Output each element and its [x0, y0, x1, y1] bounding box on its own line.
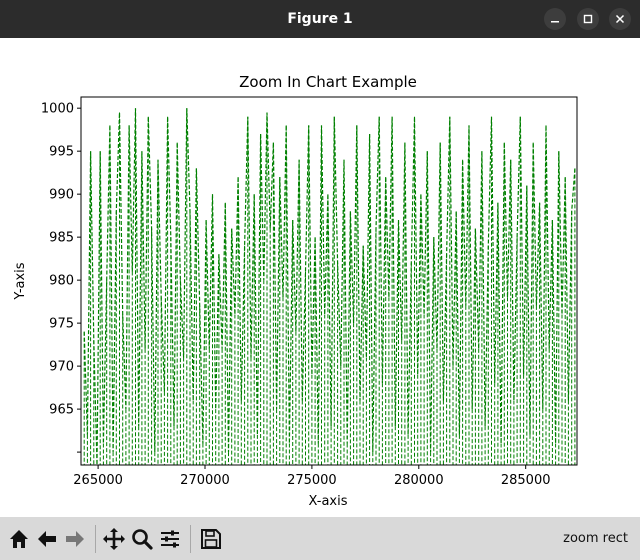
y-tick-label: 985	[49, 231, 74, 246]
close-icon	[615, 14, 625, 24]
series-line	[83, 108, 576, 465]
series-layer	[83, 108, 576, 465]
window-title: Figure 1	[287, 11, 353, 27]
maximize-icon	[583, 14, 593, 24]
toolbar-separator	[95, 525, 96, 553]
back-button[interactable]	[34, 526, 60, 552]
save-button[interactable]	[198, 526, 224, 552]
x-axis-label: X-axis	[309, 494, 348, 509]
pan-button[interactable]	[101, 526, 127, 552]
floppy-icon	[201, 529, 221, 549]
y-axis-label: Y-axis	[13, 262, 28, 300]
y-tick-label: 965	[49, 403, 74, 418]
y-tick-label: 990	[49, 188, 74, 203]
y-tick-label: 970	[49, 360, 74, 375]
x-tick-label: 285000	[501, 473, 551, 488]
sliders-icon	[161, 530, 179, 548]
x-axis: 265000 270000 275000 280000 285000	[73, 465, 551, 488]
navigation-toolbar: zoom rect	[0, 517, 640, 560]
move-icon	[103, 528, 125, 550]
y-tick-label: 1000	[41, 102, 74, 117]
arrow-left-icon	[38, 531, 56, 547]
y-tick-label: 980	[49, 274, 74, 289]
configure-subplots-button[interactable]	[157, 526, 183, 552]
home-icon	[10, 530, 28, 548]
x-tick-label: 275000	[287, 473, 337, 488]
y-tick-label: 995	[49, 145, 74, 160]
magnifier-icon	[132, 529, 153, 550]
forward-button[interactable]	[62, 526, 88, 552]
title-bar: Figure 1	[0, 0, 640, 38]
close-button[interactable]	[609, 8, 631, 30]
chart[interactable]: Zoom In Chart Example 265000 270000 275000…	[0, 38, 640, 517]
figure-canvas[interactable]: Zoom In Chart Example 265000 270000 275000…	[0, 38, 640, 517]
zoom-button[interactable]	[129, 526, 155, 552]
x-tick-label: 270000	[180, 473, 230, 488]
minimize-button[interactable]	[544, 8, 566, 30]
chart-title: Zoom In Chart Example	[239, 73, 417, 91]
x-tick-label: 280000	[394, 473, 444, 488]
y-axis: 965 970 975 980 985 990 995 1000	[41, 102, 81, 453]
toolbar-separator	[190, 525, 191, 553]
minimize-icon	[551, 21, 559, 23]
arrow-right-icon	[66, 531, 84, 547]
toolbar-status: zoom rect	[563, 531, 628, 546]
x-tick-label: 265000	[73, 473, 123, 488]
y-tick-label: 975	[49, 317, 74, 332]
home-button[interactable]	[6, 526, 32, 552]
axes-frame	[80, 96, 578, 466]
maximize-button[interactable]	[577, 8, 599, 30]
